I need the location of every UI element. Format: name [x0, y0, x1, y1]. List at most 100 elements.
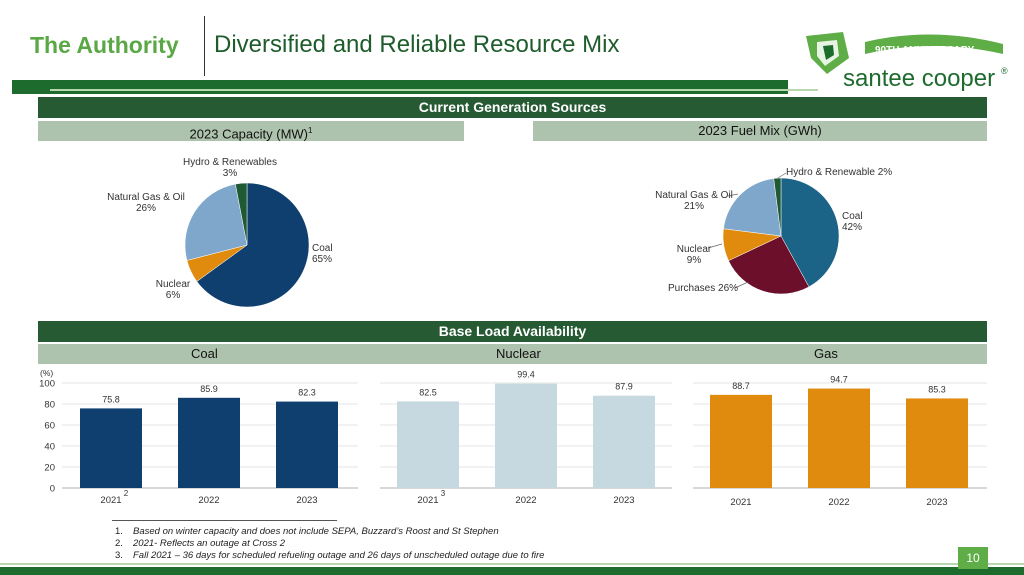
footer-band-line — [0, 563, 1024, 565]
fuel-gas-pct: 21% — [683, 201, 704, 212]
cap-gas-pct: 26% — [135, 203, 156, 214]
santee-cooper-logo: 90TH ANNIVERSARY santee cooper ® — [806, 32, 1008, 92]
fuelmix-slice-purchases — [728, 235, 810, 295]
nuclear-subheader: Nuclear — [496, 346, 541, 361]
fuel-gas-leader — [727, 193, 739, 197]
footnote-1: 1. Based on winter capacity and does not … — [115, 526, 499, 537]
coal-footnote-marker: 2 — [124, 489, 129, 498]
fuelmix-slice-coal — [780, 177, 840, 288]
cap-gas-name: Natural Gas & Oil — [107, 192, 185, 203]
coal-ytick-40: 40 — [44, 442, 55, 453]
capacity-subheader-label: 2023 Capacity (MW) — [189, 126, 309, 142]
fuel-nuclear-leader — [707, 243, 723, 249]
coal-category-label-2021: 2021 — [100, 495, 121, 506]
cap-hydro-name: Hydro & Renewables — [183, 157, 277, 168]
capacity-slice-hydro-renewables — [235, 182, 248, 246]
fuel-coal-name: Coal — [842, 211, 863, 222]
footnote-1-text: Based on winter capacity and does not in… — [133, 526, 499, 537]
coal-bar-2021 — [80, 408, 142, 488]
footnote-rule — [112, 520, 337, 521]
page-title: Diversified and Reliable Resource Mix — [214, 31, 620, 58]
title-separator — [204, 16, 205, 76]
gas-value-label-2021: 88.7 — [732, 381, 750, 391]
footnote-3: 3. Fall 2021 – 36 days for scheduled refu… — [115, 550, 544, 561]
nuclear-category-label-2022: 2022 — [515, 495, 536, 506]
coal-category-label-2022: 2022 — [198, 495, 219, 506]
gas-value-label-2022: 94.7 — [830, 375, 848, 385]
org-name: The Authority — [30, 32, 179, 58]
coal-ytick-80: 80 — [44, 400, 55, 411]
gas-bar-2021 — [710, 394, 772, 488]
gas-category-label-2021: 2021 — [730, 497, 751, 508]
coal-ytick-20: 20 — [44, 463, 55, 474]
nuclear-value-label-2022: 99.4 — [517, 370, 535, 380]
coal-value-label-2022: 85.9 — [200, 384, 218, 394]
footnote-3-number: 3. — [115, 550, 123, 561]
nuclear-value-label-2023: 87.9 — [615, 382, 633, 392]
nuclear-category-label-2021: 2021 — [417, 495, 438, 506]
footnote-2: 2. 2021- Reflects an outage at Cross 2 — [115, 538, 285, 549]
footnote-2-text: 2021- Reflects an outage at Cross 2 — [133, 538, 286, 549]
coal-ytick-100: 100 — [39, 379, 55, 390]
gas-bar-2022 — [808, 388, 870, 488]
gas-bar-2023 — [906, 398, 968, 488]
coal-category-label-2023: 2023 — [296, 495, 317, 506]
fuel-hydro-leader — [777, 172, 787, 179]
nuclear-bar-2021 — [397, 401, 459, 488]
nuclear-category-label-2023: 2023 — [613, 495, 634, 506]
coal-bar-2023 — [276, 401, 338, 488]
baseload-header: Base Load Availability — [38, 321, 987, 342]
footer-band — [0, 567, 1024, 575]
gas-value-label-2023: 85.3 — [928, 384, 946, 394]
capacity-slice-natural-gas-oil — [184, 183, 248, 261]
nuclear-bar-2023 — [593, 395, 655, 488]
coal-bar-2022 — [178, 397, 240, 488]
logo-registered: ® — [1001, 66, 1008, 76]
page-number: 10 — [958, 547, 988, 569]
nuclear-bar-2022 — [495, 383, 557, 488]
fuel-nuclear-pct: 9% — [686, 255, 702, 266]
capacity-subheader: 2023 Capacity (MW)1 — [38, 121, 464, 141]
cap-nuclear-name: Nuclear — [155, 279, 191, 290]
capacity-slice-coal — [196, 182, 310, 308]
nuclear-footnote-marker: 3 — [441, 489, 446, 498]
gas-subheader: Gas — [814, 346, 838, 361]
coal-value-label-2023: 82.3 — [298, 388, 316, 398]
fuel-coal-label: Coal 42% — [842, 211, 863, 233]
baseload-subheader: Coal Nuclear Gas — [38, 344, 987, 364]
fuel-purchases-leader — [734, 281, 749, 289]
cap-coal-pct: 65% — [312, 254, 333, 265]
coal-ytick-60: 60 — [44, 421, 55, 432]
cap-gas-label: Natural Gas & Oil 26% — [100, 192, 192, 214]
footnote-3-text: Fall 2021 – 36 days for scheduled refuel… — [133, 550, 545, 561]
cap-hydro-pct: 3% — [222, 168, 238, 179]
cap-nuclear-pct: 6% — [165, 290, 181, 301]
header-band-line — [50, 89, 818, 91]
fuelmix-slice-natural-gas-oil — [723, 178, 782, 237]
fuelmix-slice-hydro-renewable — [773, 177, 782, 237]
gas-category-label-2022: 2022 — [828, 497, 849, 508]
gas-category-label-2023: 2023 — [926, 497, 947, 508]
footnote-2-number: 2. — [115, 538, 123, 549]
coal-value-label-2021: 75.8 — [102, 394, 120, 404]
capacity-footnote-ref: 1 — [308, 126, 313, 135]
cap-coal-name: Coal — [312, 243, 333, 254]
cap-nuclear-label: Nuclear 6% — [150, 279, 196, 301]
fuel-nuclear-name: Nuclear — [676, 244, 712, 255]
coal-ytick-0: 0 — [50, 484, 55, 495]
fuelmix-subheader: 2023 Fuel Mix (GWh) — [533, 121, 987, 141]
cap-coal-label: Coal 65% — [312, 243, 333, 265]
fuel-gas-name: Natural Gas & Oil — [655, 190, 733, 201]
fuel-purchases-label: Purchases 26% — [668, 283, 739, 294]
footnote-1-number: 1. — [115, 526, 123, 537]
fuel-coal-pct: 42% — [842, 222, 863, 233]
fuel-nuclear-label: Nuclear 9% — [672, 244, 716, 266]
cap-hydro-label: Hydro & Renewables 3% — [170, 157, 290, 179]
logo-anniversary: 90TH ANNIVERSARY — [875, 45, 975, 56]
logo-text: santee cooper — [843, 65, 995, 92]
fuel-gas-label: Natural Gas & Oil 21% — [652, 190, 736, 212]
coal-y-axis-label: (%) — [40, 368, 53, 378]
current-generation-header: Current Generation Sources — [38, 97, 987, 118]
